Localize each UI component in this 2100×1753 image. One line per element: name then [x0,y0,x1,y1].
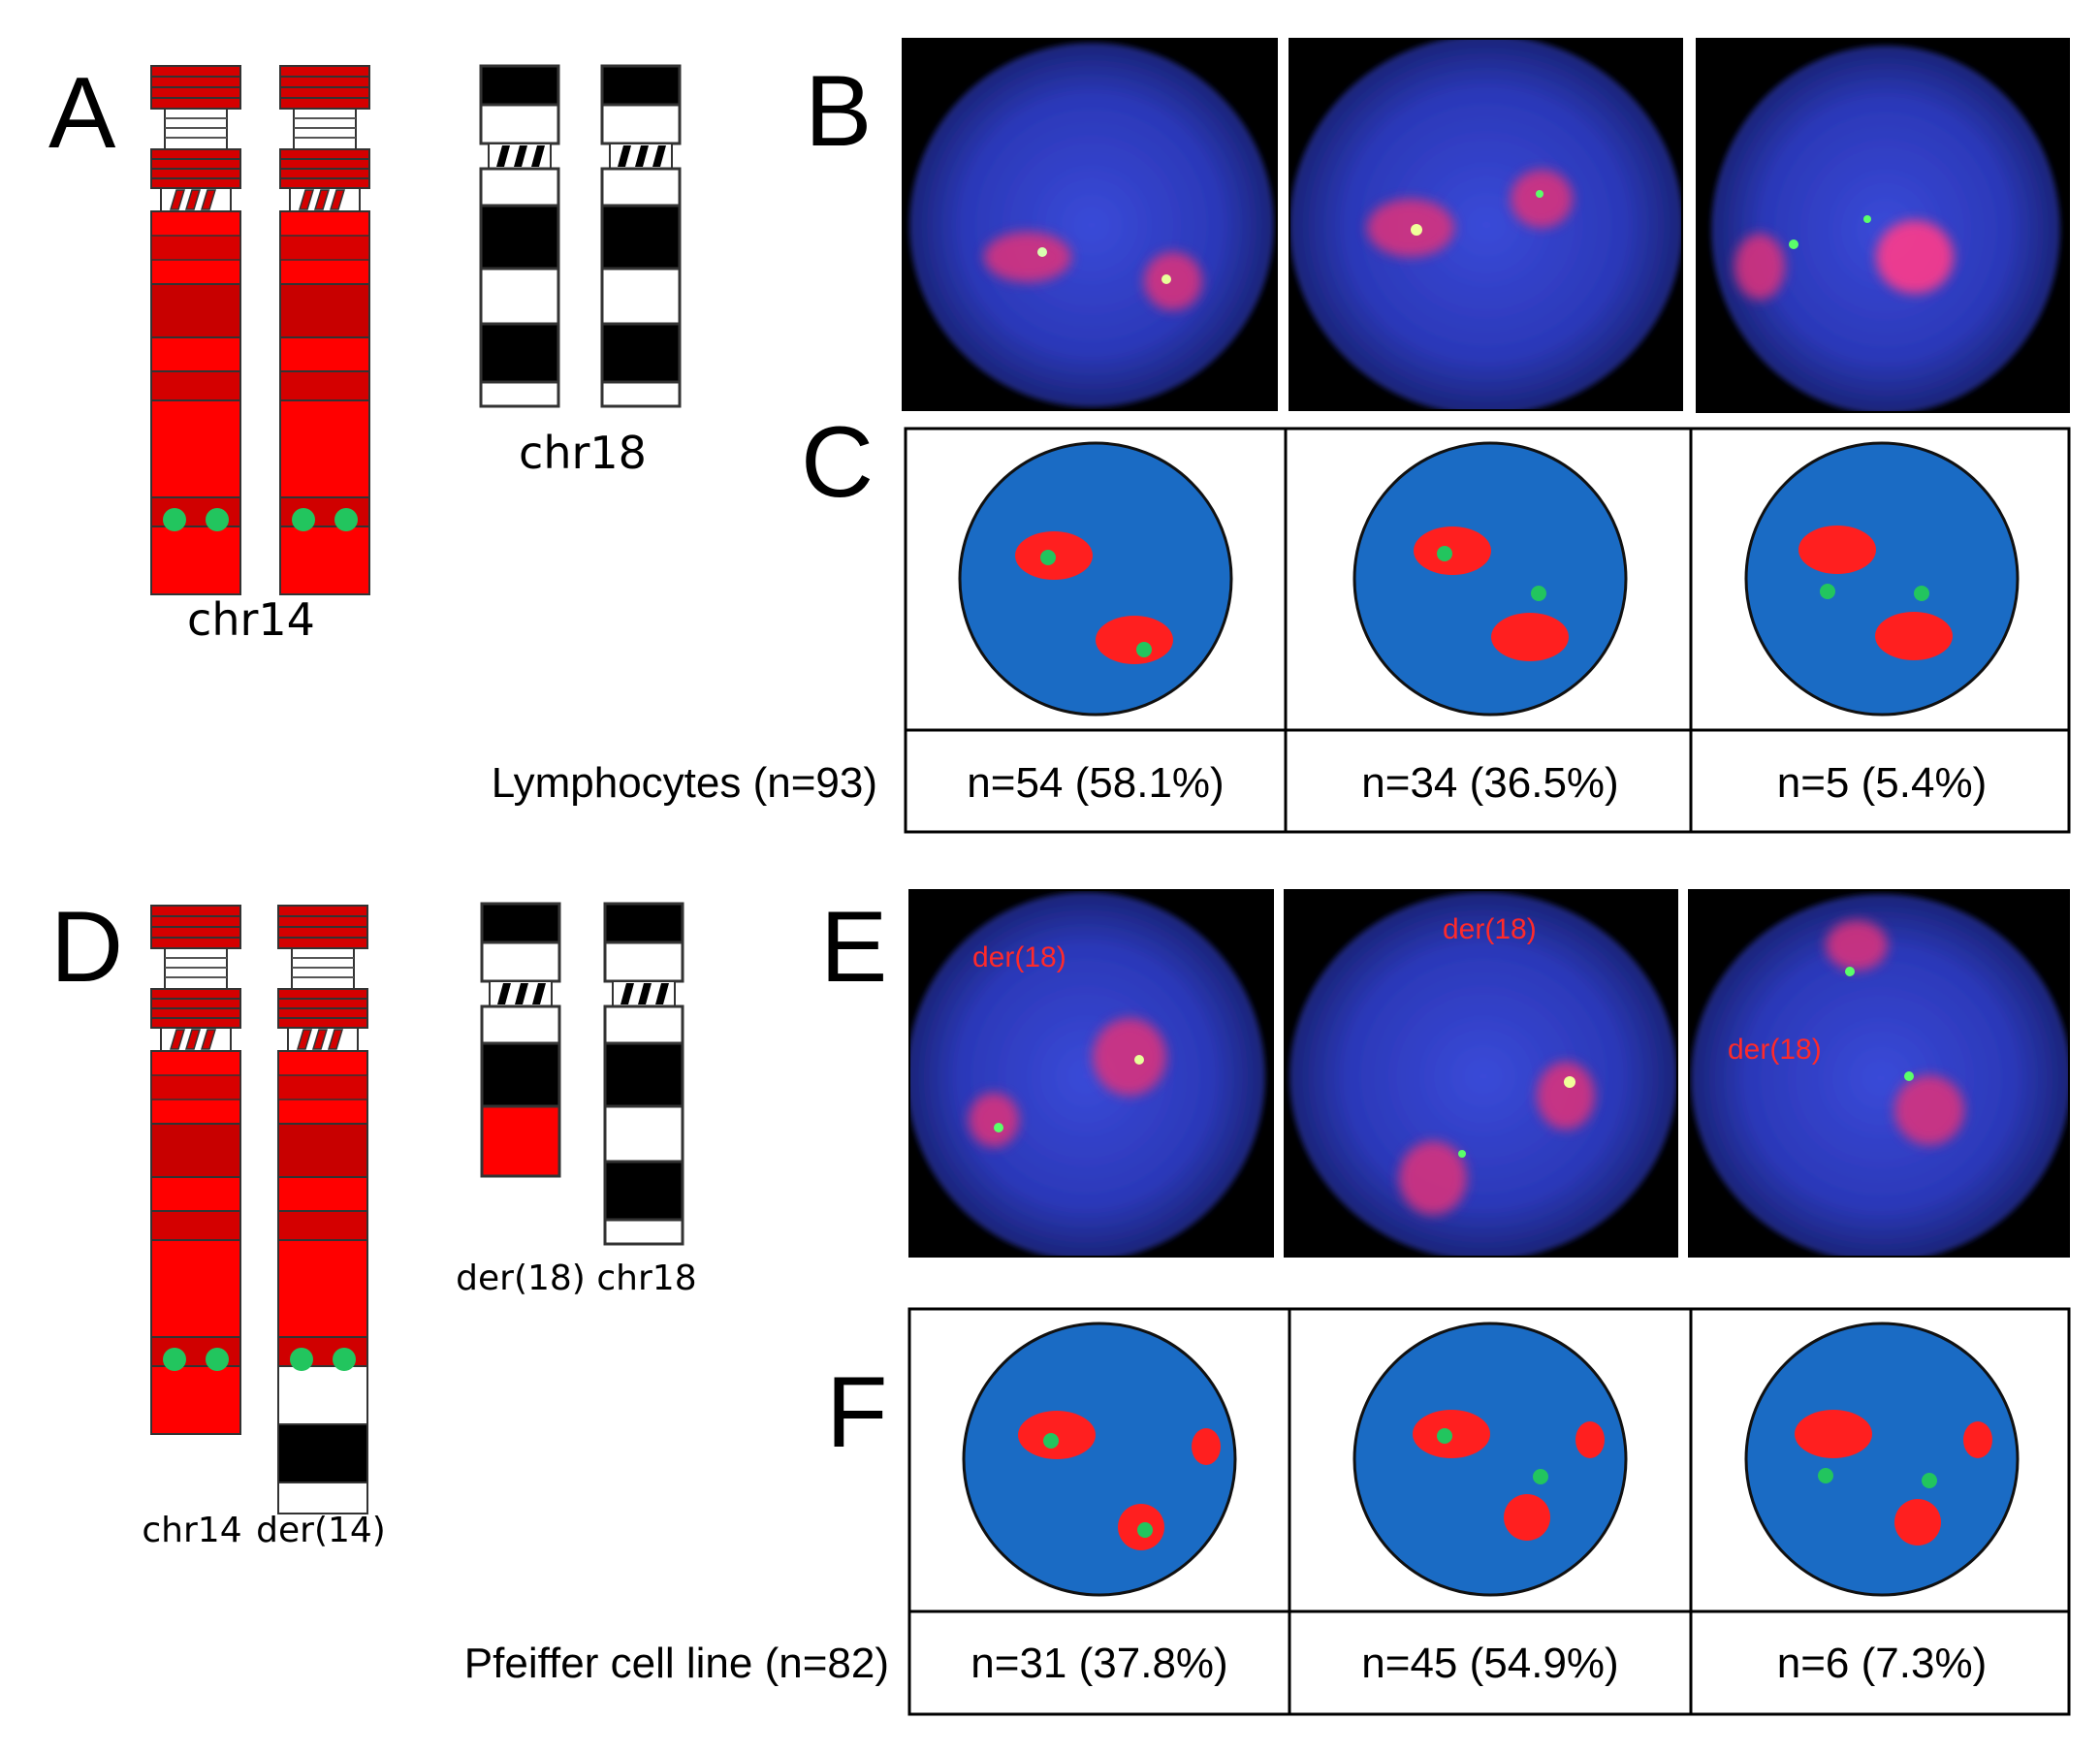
chr18-label: chr18 [519,427,647,479]
der14-label: der(14) [256,1511,386,1550]
cell-count: n=6 (7.3%) [1777,1640,1987,1687]
ideogram-panel-d: chr14 der(14) der(18) chr18 [142,902,697,1550]
micrograph-row-b [902,38,2070,413]
der18-label: der(18) [456,1259,586,1298]
cell-count: n=34 (36.5%) [1361,759,1618,807]
chromosome-14-ideogram [150,905,241,1435]
micrograph [1285,890,1677,1257]
cell-count: n=54 (58.1%) [967,759,1224,807]
nucleus-schematic [1744,441,2020,717]
nucleus-schematic [1352,441,1628,717]
panel-letter-d: D [50,891,123,1004]
micrograph [1697,39,2069,412]
panel-letter-e: E [820,891,887,1004]
panel-letter-a: A [48,57,116,170]
chr14-label: chr14 [142,1511,241,1550]
panel-letter-c: C [801,406,874,519]
chromosome-18-ideogram [600,64,682,408]
micrograph-row-e: der(18) der(18) der(18) [908,889,2070,1258]
schematic-table-c: Lymphocytes (n=93) n=54 (58.1%) n=34 (36… [492,427,2071,834]
chromosome-14-ideogram [150,65,241,595]
micrograph [909,890,1273,1257]
chr18-label: chr18 [596,1259,696,1298]
der18-signal-label: der(18) [1728,1034,1822,1066]
derivative-14-ideogram [277,905,368,1514]
micrograph [903,39,1277,410]
der18-signal-label: der(18) [972,941,1066,973]
micrograph [1289,39,1682,410]
nucleus-schematic [1352,1322,1628,1597]
panel-letter-f: F [826,1356,888,1469]
nucleus-schematic [962,1322,1237,1597]
cell-count: n=5 (5.4%) [1777,759,1987,807]
chromosome-18-ideogram [603,902,684,1246]
panel-letter-b: B [805,55,872,168]
cell-count: n=45 (54.9%) [1361,1640,1618,1687]
micrograph [1689,890,2069,1257]
nucleus-schematic [1744,1322,2020,1597]
row-label-lymphocytes: Lymphocytes (n=93) [492,759,877,807]
chr14-label: chr14 [187,593,315,646]
chromosome-14-ideogram [279,65,370,595]
chromosome-18-ideogram [479,64,560,408]
ideogram-panel-a: chr14 chr18 [150,64,682,646]
cell-count: n=31 (37.8%) [970,1640,1227,1687]
derivative-18-ideogram [480,902,561,1178]
schematic-table-f: Pfeiffer cell line (n=82) n=31 (37.8%) n… [464,1307,2071,1716]
der18-signal-label: der(18) [1443,913,1537,945]
nucleus-schematic [958,441,1233,717]
row-label-pfeiffer: Pfeiffer cell line (n=82) [464,1640,889,1687]
